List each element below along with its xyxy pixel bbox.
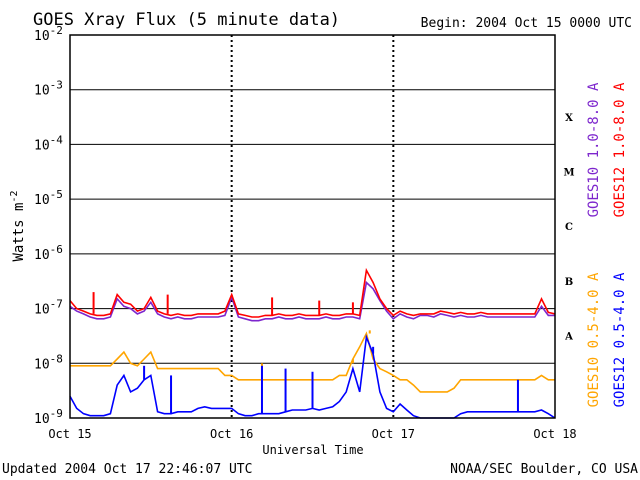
x-tick-label-0: Oct 15 xyxy=(48,427,91,441)
series-line-3 xyxy=(69,334,556,419)
chart-title: GOES Xray Flux (5 minute data) xyxy=(33,10,340,30)
grid-lines xyxy=(70,34,555,419)
flare-class-labels: X M C B A xyxy=(563,113,574,343)
y-tick-label-3: 10-5 xyxy=(34,188,63,208)
plot-frame xyxy=(69,34,556,419)
y-tick-label-7: 10-9 xyxy=(34,407,63,427)
flare-class-x: X xyxy=(565,113,573,124)
series-line-0 xyxy=(69,280,555,322)
begin-label: Begin: 2004 Oct 15 0000 UTC xyxy=(421,16,632,31)
legend-entry-1: GOES12 1.0-8.0 A xyxy=(612,82,628,217)
source-credit: NOAA/SEC Boulder, CO USA xyxy=(450,462,638,477)
y-tick-labels: 10-2 10-3 10-4 10-5 10-6 10-7 10-8 10-9 xyxy=(34,24,63,427)
legend-entry-2: GOES10 0.5-4.0 A xyxy=(586,272,602,407)
x-tick-labels: Oct 15 Oct 16 Oct 17 Oct 18 xyxy=(48,427,576,441)
y-axis-label: Watts m-2 xyxy=(9,190,27,261)
x-axis-label: Universal Time xyxy=(262,443,363,457)
y-tick-label-4: 10-6 xyxy=(34,243,63,263)
flare-class-c: C xyxy=(565,222,573,233)
series-line-1 xyxy=(69,267,556,318)
legend-entry-3: GOES12 0.5-4.0 A xyxy=(612,272,628,407)
day-divider-lines xyxy=(230,35,395,418)
updated-timestamp: Updated 2004 Oct 17 22:46:07 UTC xyxy=(2,462,252,477)
legend: GOES10 1.0-8.0 A GOES12 1.0-8.0 A GOES10 0… xyxy=(586,82,628,407)
flare-class-b: B xyxy=(565,277,573,288)
flare-class-a: A xyxy=(564,332,573,343)
x-tick-label-2: Oct 17 xyxy=(372,427,415,441)
flare-class-m: M xyxy=(563,168,574,179)
series-layer xyxy=(69,267,556,419)
y-tick-label-0: 10-2 xyxy=(34,24,63,44)
y-tick-label-2: 10-4 xyxy=(34,133,63,153)
y-tick-label-6: 10-8 xyxy=(34,352,63,372)
y-tick-label-1: 10-3 xyxy=(34,79,63,99)
x-tick-label-3: Oct 18 xyxy=(533,427,576,441)
legend-entry-0: GOES10 1.0-8.0 A xyxy=(586,82,602,217)
x-tick-label-1: Oct 16 xyxy=(210,427,253,441)
y-tick-label-5: 10-7 xyxy=(34,298,63,318)
